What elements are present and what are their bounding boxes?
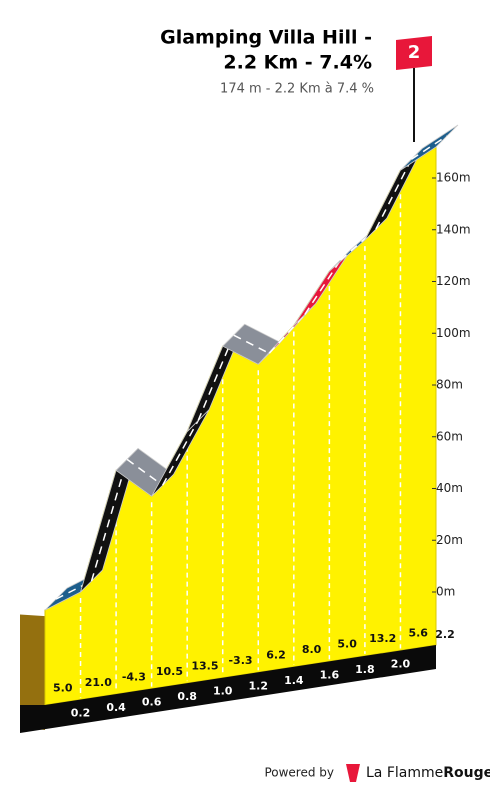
profile-area — [44, 146, 437, 706]
flag — [396, 36, 432, 70]
title: Glamping Villa Hill - — [160, 27, 372, 49]
road-dash — [90, 459, 128, 582]
gradient-label: 8.0 — [302, 643, 322, 656]
road-dash — [233, 334, 270, 354]
y-tick-label: 100m — [436, 326, 471, 340]
gradient-label: 5.0 — [337, 638, 357, 651]
gradient-label: -3.3 — [228, 654, 252, 667]
road-dash — [126, 458, 164, 486]
road-dash — [411, 135, 448, 160]
x-tick-label: 0.2 — [71, 707, 91, 720]
x-tick-label: 0.8 — [177, 690, 197, 703]
x-tick-label: 1.8 — [355, 663, 375, 676]
road-dash — [339, 228, 377, 261]
y-tick-label: 120m — [436, 274, 471, 288]
gradient-label: 5.0 — [53, 681, 73, 694]
side-block — [20, 614, 45, 730]
gradient-label: 13.5 — [191, 659, 218, 672]
y-tick-label: 140m — [436, 222, 471, 236]
powered-by: Powered by — [264, 766, 334, 780]
road-dash — [197, 334, 235, 421]
y-tick-label: 80m — [436, 378, 463, 392]
subtitle: 174 m - 2.2 Km à 7.4 % — [220, 82, 374, 97]
gradient-label: 13.2 — [369, 632, 396, 645]
flag-label: 2 — [408, 42, 421, 63]
logo — [346, 764, 360, 782]
ground-band — [20, 645, 436, 733]
x-tick-label: 2.2 — [435, 628, 455, 641]
x-tick-label: 0.6 — [142, 696, 162, 709]
gradient-label: 6.2 — [266, 649, 286, 662]
y-tick-label: 20m — [436, 533, 463, 547]
title: 2.2 Km - 7.4% — [223, 52, 372, 74]
x-tick-label: 2.0 — [391, 657, 411, 670]
brand: La FlammeRouge — [366, 765, 490, 781]
x-tick-label: 1.2 — [249, 679, 269, 692]
y-tick-label: 160m — [436, 171, 471, 185]
x-tick-label: 0.4 — [106, 701, 126, 714]
road-dash — [304, 259, 341, 315]
y-tick-label: 40m — [436, 481, 463, 495]
gradient-label: -4.3 — [122, 670, 146, 683]
x-tick-label: 1.6 — [320, 668, 340, 681]
y-tick-label: 60m — [436, 429, 463, 443]
y-tick-label: 0m — [436, 585, 455, 599]
x-tick-label: 1.0 — [213, 685, 233, 698]
gradient-label: 10.5 — [156, 665, 183, 678]
x-tick-label: 1.4 — [284, 674, 304, 687]
road-dash — [161, 420, 199, 486]
gradient-label: 5.6 — [408, 627, 428, 640]
gradient-label: 21.0 — [85, 676, 112, 689]
